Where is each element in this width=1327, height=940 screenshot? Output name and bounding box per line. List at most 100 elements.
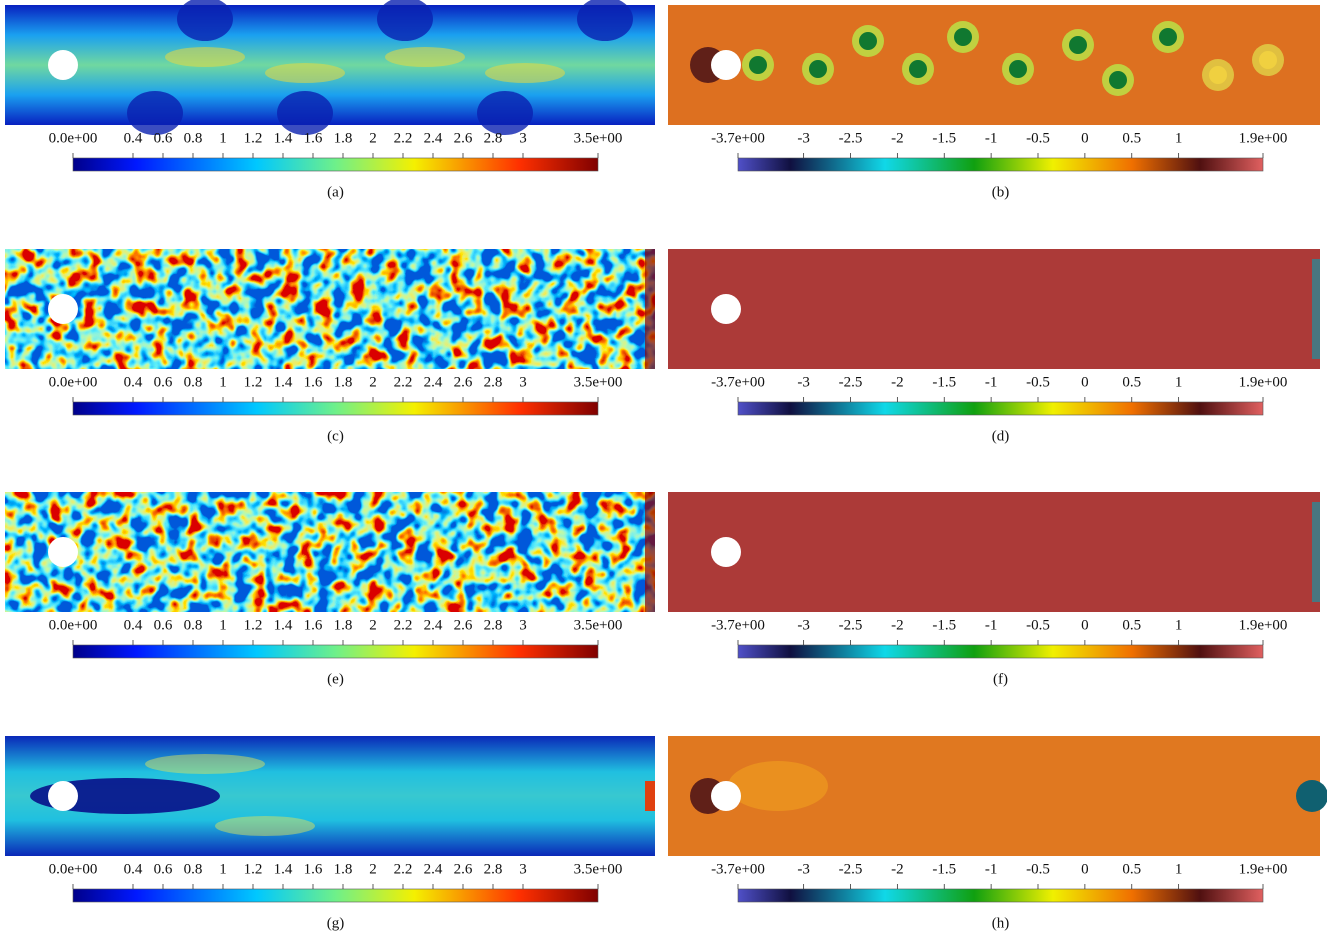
field-feature — [145, 754, 265, 774]
colorbar-tick-label: 0.0e+00 — [49, 617, 98, 633]
colorbar-tick-label: 1.6 — [304, 130, 323, 146]
field-feature — [1009, 60, 1027, 78]
field-background — [5, 492, 655, 612]
colorbar-tick-label: 2.6 — [454, 374, 473, 390]
panel-caption: (g) — [327, 915, 345, 931]
colorbar-tick-label: 1 — [1175, 130, 1183, 146]
field-image — [668, 492, 1320, 612]
field-feature — [1159, 28, 1177, 46]
colorbar-tick-label: 0.0e+00 — [49, 374, 98, 390]
colorbar-tick-label: 0.5 — [1122, 617, 1141, 633]
field-feature — [177, 0, 233, 41]
colorbar — [72, 401, 599, 416]
cylinder — [711, 294, 741, 324]
colorbar-tick-label: -2.5 — [839, 130, 863, 146]
cylinder — [48, 781, 78, 811]
colorbar-tick-label: 1.4 — [274, 130, 293, 146]
field-feature — [749, 56, 767, 74]
field-feature — [728, 761, 828, 811]
colorbar-tick-label: 3 — [519, 617, 527, 633]
colorbar-tick-label: -2 — [891, 617, 904, 633]
field-image — [668, 5, 1320, 125]
colorbar-tick-label: -3 — [797, 617, 810, 633]
colorbar-tick-label: 2.4 — [424, 130, 443, 146]
colorbar-tick-label: 1.6 — [304, 617, 323, 633]
field-feature — [859, 32, 877, 50]
field-feature — [265, 63, 345, 83]
colorbar-tick-label: 0.5 — [1122, 374, 1141, 390]
field-feature — [277, 91, 333, 135]
colorbar-tick-label: -3 — [797, 861, 810, 877]
colorbar — [72, 644, 599, 659]
colorbar-tick-label: 1.6 — [304, 374, 323, 390]
cylinder — [48, 537, 78, 567]
colorbar-tick-label: 2.6 — [454, 617, 473, 633]
colorbar-tick-label: 0.6 — [154, 130, 173, 146]
field-edge — [645, 249, 655, 369]
field-edge — [1312, 502, 1320, 602]
field-feature — [577, 0, 633, 41]
colorbar-tick-label: 1.2 — [244, 130, 263, 146]
colorbar-tick-label: -0.5 — [1026, 617, 1050, 633]
cylinder — [48, 294, 78, 324]
colorbar-tick-label: -1.5 — [932, 861, 956, 877]
colorbar-tick-label: -2.5 — [839, 861, 863, 877]
colorbar-tick-label: -2 — [891, 861, 904, 877]
panel-caption: (e) — [327, 671, 344, 687]
colorbar-tick-label: 2 — [369, 374, 377, 390]
colorbar-tick-label: 0 — [1081, 617, 1089, 633]
colorbar-tick-label: 2 — [369, 617, 377, 633]
colorbar-tick-label: 0.8 — [184, 374, 203, 390]
colorbar-tick-label: -3 — [797, 130, 810, 146]
field-feature — [215, 816, 315, 836]
colorbar-tick-label: 1 — [219, 617, 227, 633]
colorbar-tick-label: -1.5 — [932, 130, 956, 146]
colorbar-tick-label: -1 — [985, 374, 998, 390]
colorbar-tick-label: 3.5e+00 — [574, 861, 623, 877]
field-image — [668, 249, 1320, 369]
colorbar — [737, 888, 1264, 903]
colorbar-tick-label: 1 — [219, 130, 227, 146]
colorbar-tick-label: 2.2 — [394, 861, 413, 877]
colorbar-tick-label: -1 — [985, 130, 998, 146]
colorbar-tick-label: 0.6 — [154, 374, 173, 390]
colorbar-tick-label: 2.4 — [424, 374, 443, 390]
colorbar-tick-label: -1 — [985, 617, 998, 633]
field-edge — [645, 781, 655, 811]
colorbar-tick-label: 0.6 — [154, 617, 173, 633]
colorbar-tick-label: 1.2 — [244, 617, 263, 633]
colorbar-tick-label: -3.7e+00 — [711, 130, 765, 146]
colorbar-tick-label: 2.2 — [394, 617, 413, 633]
colorbar-tick-label: 0.6 — [154, 861, 173, 877]
panel-caption: (d) — [992, 428, 1010, 444]
colorbar-tick-label: -3 — [797, 374, 810, 390]
field-feature — [1209, 66, 1227, 84]
field-edge — [1312, 259, 1320, 359]
cylinder — [711, 781, 741, 811]
colorbar-tick-label: 1 — [219, 861, 227, 877]
colorbar-tick-label: 1.8 — [334, 617, 353, 633]
colorbar-tick-label: 0 — [1081, 374, 1089, 390]
colorbar-tick-label: 1.9e+00 — [1239, 617, 1288, 633]
cylinder — [48, 50, 78, 80]
colorbar-tick-label: -2.5 — [839, 617, 863, 633]
panel-caption: (a) — [327, 184, 344, 200]
colorbar-tick-label: 3 — [519, 861, 527, 877]
colorbar-tick-label: -3.7e+00 — [711, 617, 765, 633]
colorbar — [72, 888, 599, 903]
colorbar-tick-label: 2.8 — [484, 130, 503, 146]
colorbar-tick-label: 1.9e+00 — [1239, 130, 1288, 146]
colorbar-tick-label: 2.6 — [454, 861, 473, 877]
colorbar-tick-label: -2 — [891, 374, 904, 390]
colorbar-tick-label: 2.2 — [394, 374, 413, 390]
colorbar-tick-label: -1.5 — [932, 374, 956, 390]
colorbar-tick-label: 1.2 — [244, 374, 263, 390]
colorbar-tick-label: 0.8 — [184, 617, 203, 633]
colorbar-tick-label: -3.7e+00 — [711, 374, 765, 390]
field-feature — [1259, 51, 1277, 69]
colorbar-tick-label: -2 — [891, 130, 904, 146]
panel-caption: (h) — [992, 915, 1010, 931]
colorbar-tick-label: 0.4 — [124, 374, 143, 390]
field-feature — [909, 60, 927, 78]
colorbar-tick-label: 1 — [1175, 374, 1183, 390]
